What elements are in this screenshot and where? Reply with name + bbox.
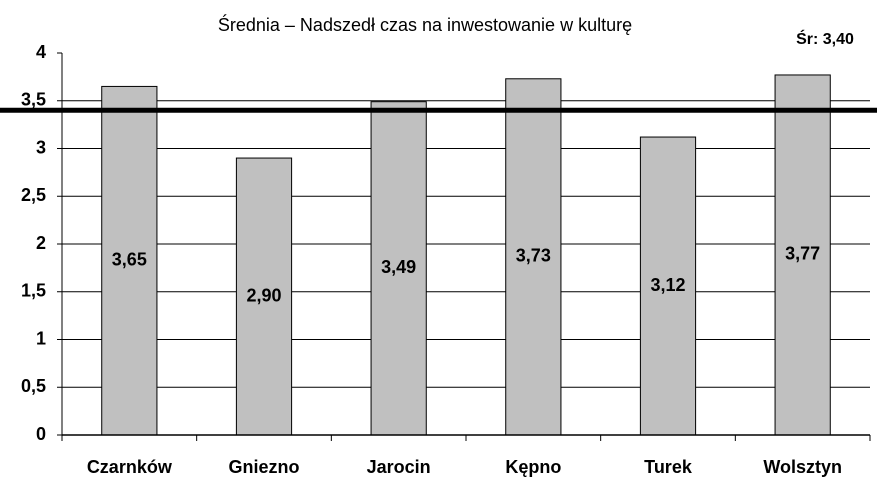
bar bbox=[774, 74, 831, 436]
x-tick-label: Jarocin bbox=[367, 457, 431, 477]
y-tick-label: 2,5 bbox=[21, 185, 46, 205]
x-tick-label: Czarnków bbox=[87, 457, 173, 477]
x-tick-label: Kępno bbox=[505, 457, 561, 477]
y-tick-label: 3 bbox=[36, 137, 46, 157]
x-tick-label: Gniezno bbox=[229, 457, 300, 477]
y-tick-label: 3,5 bbox=[21, 90, 46, 110]
y-tick-label: 1 bbox=[36, 328, 46, 348]
bar bbox=[505, 78, 562, 436]
chart-title: Średnia – Nadszedł czas na inwestowanie … bbox=[218, 14, 632, 35]
x-tick-label: Turek bbox=[644, 457, 693, 477]
data-label: 3,65 bbox=[112, 249, 147, 269]
data-label: 3,77 bbox=[785, 244, 820, 264]
data-label: 3,49 bbox=[381, 257, 416, 277]
data-label: 2,90 bbox=[246, 285, 281, 305]
average-label: Śr: 3,40 bbox=[796, 29, 854, 48]
y-tick-label: 0,5 bbox=[21, 376, 46, 396]
bar bbox=[639, 136, 697, 436]
y-tick-label: 1,5 bbox=[21, 281, 46, 301]
y-tick-label: 0 bbox=[36, 424, 46, 444]
y-tick-label: 2 bbox=[36, 233, 46, 253]
bar bbox=[101, 85, 158, 436]
x-tick-label: Wolsztyn bbox=[763, 457, 842, 477]
y-tick-label: 4 bbox=[36, 42, 46, 62]
data-label: 3,73 bbox=[516, 246, 551, 266]
data-label: 3,12 bbox=[650, 275, 685, 295]
